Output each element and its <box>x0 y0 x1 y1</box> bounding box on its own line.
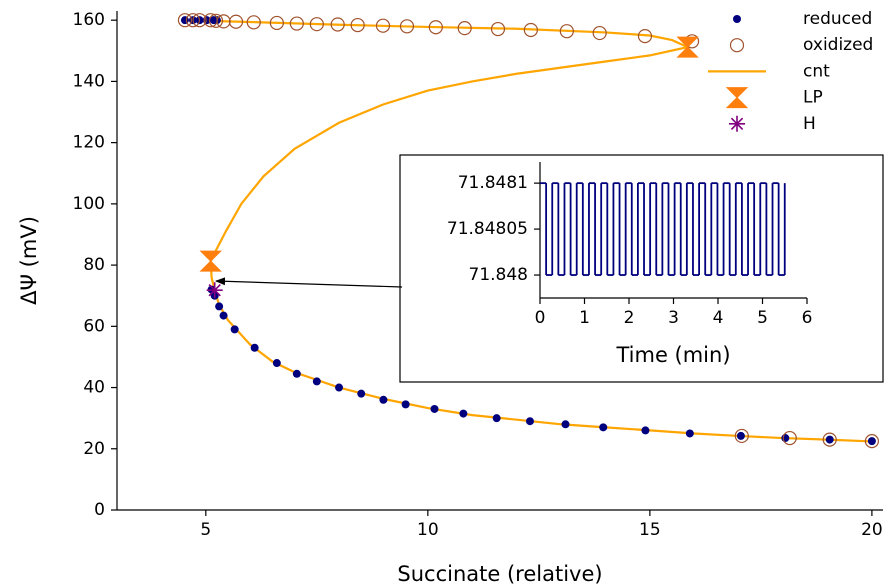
legend-marker <box>725 87 749 109</box>
point <box>523 22 538 38</box>
x-tick-label: 4 <box>713 308 724 328</box>
point <box>177 13 193 28</box>
x-tick-label: 15 <box>639 520 661 540</box>
legend-label: H <box>803 114 816 134</box>
limit-point <box>199 250 222 272</box>
y-tick-label: 71.84805 <box>447 219 528 239</box>
point <box>592 25 607 41</box>
point <box>246 15 261 30</box>
point <box>641 426 650 435</box>
point <box>637 29 653 44</box>
point <box>781 434 790 443</box>
point <box>192 13 207 28</box>
inset-frame <box>399 154 884 383</box>
point <box>864 434 879 449</box>
x-tick-label: 20 <box>861 520 883 540</box>
y-tick-label: 71.8481 <box>458 173 528 193</box>
point <box>335 383 344 392</box>
inset-plot: 0 1 2 3 4 5 6 71.848 71.84805 71.8481 Time (min) <box>447 162 813 367</box>
x-tick-label: 1 <box>579 308 590 328</box>
point <box>825 435 834 444</box>
legend-label: LP <box>803 88 823 108</box>
y-tick-label: 80 <box>83 255 105 275</box>
point <box>459 409 468 418</box>
point <box>430 404 439 413</box>
point <box>269 15 284 31</box>
legend-label: cnt <box>803 61 830 81</box>
point <box>180 16 189 25</box>
point <box>399 19 415 34</box>
y-tick-label: 100 <box>73 194 105 214</box>
annotation-arrow <box>215 277 403 288</box>
y-tick-label: 160 <box>73 10 105 30</box>
point <box>525 417 534 426</box>
point <box>782 430 797 446</box>
x-tick-label: 6 <box>802 308 813 328</box>
x-tick-label: 2 <box>624 308 635 328</box>
point <box>272 359 281 368</box>
point <box>250 343 259 352</box>
point <box>292 369 301 378</box>
y-tick-label: 20 <box>83 439 105 459</box>
point <box>215 302 224 311</box>
point <box>822 432 837 447</box>
y-tick-label: 40 <box>83 378 105 398</box>
point <box>330 17 345 32</box>
x-tick-label: 3 <box>668 308 679 328</box>
legend-label: oxidized <box>803 35 873 55</box>
point <box>312 377 321 386</box>
point <box>734 428 749 444</box>
legend: reduced oxidized cnt LP H <box>708 9 873 134</box>
legend-marker <box>733 15 741 23</box>
y-axis-label: ΔΨ (mV) <box>17 216 41 305</box>
point <box>350 17 365 33</box>
point <box>379 395 388 404</box>
legend-label: reduced <box>803 9 872 29</box>
point <box>185 13 201 28</box>
y-tick-label: 71.848 <box>469 265 528 285</box>
x-axis-label: Time (min) <box>615 343 730 367</box>
point <box>559 24 574 39</box>
point <box>457 21 472 36</box>
point <box>309 17 324 32</box>
x-tick-label: 10 <box>417 520 439 540</box>
point <box>228 14 244 29</box>
point <box>289 16 304 31</box>
x-tick-label: 5 <box>757 308 768 328</box>
hopf-point <box>206 282 223 299</box>
x-tick-label: 0 <box>535 308 546 328</box>
point <box>867 437 876 446</box>
point <box>208 13 224 28</box>
limit-point <box>676 36 699 58</box>
y-tick-label: 120 <box>73 133 105 153</box>
legend-marker <box>729 38 745 53</box>
y-tick-label: 0 <box>94 500 105 520</box>
point <box>490 21 506 37</box>
point <box>401 400 410 409</box>
point <box>599 423 608 432</box>
point <box>561 420 570 429</box>
x-tick-label: 5 <box>200 520 211 540</box>
legend-marker <box>729 115 745 132</box>
point <box>219 311 228 320</box>
point <box>357 389 366 398</box>
y-tick-label: 60 <box>83 316 105 336</box>
point <box>736 431 745 440</box>
point <box>230 325 239 334</box>
point <box>428 20 443 35</box>
y-tick-label: 140 <box>73 71 105 91</box>
point <box>685 429 694 438</box>
x-axis-label: Succinate (relative) <box>397 562 602 586</box>
point <box>492 414 501 423</box>
point <box>375 18 391 33</box>
